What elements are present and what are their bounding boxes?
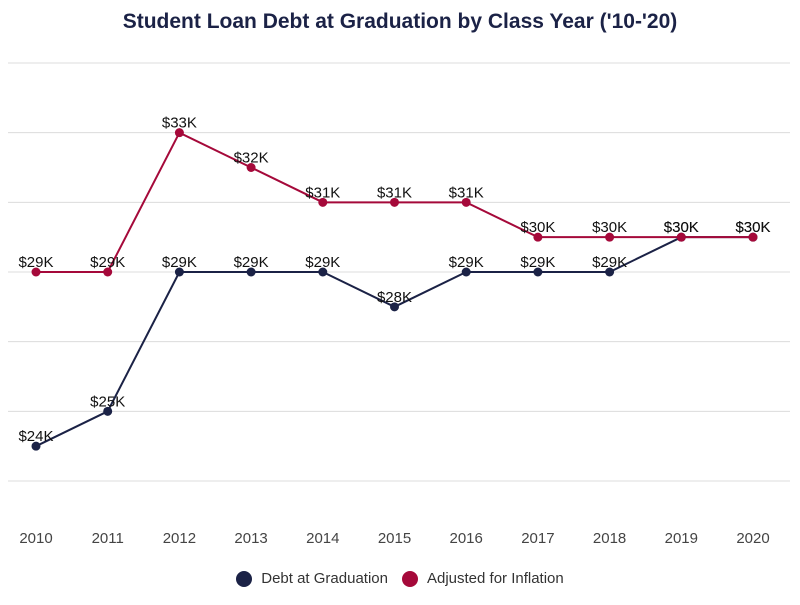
data-point (461, 267, 471, 277)
data-point (605, 232, 615, 242)
data-point (103, 267, 113, 277)
data-label: $33K (162, 115, 197, 132)
data-point (461, 197, 471, 207)
data-point (318, 267, 328, 277)
legend-label-inflation: Adjusted for Inflation (426, 570, 564, 587)
data-label: $31K (449, 184, 484, 201)
data-point (533, 267, 543, 277)
legend-swatch-inflation (401, 570, 418, 587)
legend-label-debt: Debt at Graduation (261, 570, 388, 587)
x-tick-label: 2019 (665, 530, 698, 547)
x-tick-label: 2017 (521, 530, 554, 547)
data-point (605, 267, 615, 277)
data-point (174, 128, 184, 138)
data-point (390, 197, 399, 207)
legend: Debt at Graduation Adjusted for Inflatio… (0, 570, 800, 587)
data-label: $30K (664, 219, 699, 236)
x-tick-label: 2012 (163, 530, 196, 547)
x-tick-label: 2013 (234, 530, 267, 547)
data-point (390, 302, 399, 312)
data-label: $24K (18, 428, 53, 445)
data-label: $30K (735, 219, 770, 236)
data-label: $30K (520, 219, 555, 236)
data-point (748, 232, 758, 242)
x-tick-label: 2018 (593, 530, 626, 547)
data-point (676, 232, 686, 242)
legend-item-inflation[interactable]: Adjusted for Inflation (401, 570, 564, 587)
data-label: $30K (592, 219, 627, 236)
data-point (246, 163, 256, 172)
data-point (533, 232, 543, 242)
data-point (174, 267, 184, 277)
data-label: $28K (377, 289, 412, 306)
x-tick-label: 2015 (378, 530, 411, 547)
legend-item-debt[interactable]: Debt at Graduation (236, 570, 388, 587)
chart-title: Student Loan Debt at Graduation by Class… (122, 10, 678, 33)
legend-swatch-debt (236, 570, 253, 587)
data-label: $29K (234, 254, 269, 271)
data-label: $31K (377, 184, 412, 201)
data-label: $29K (305, 254, 340, 271)
data-label: $29K (162, 254, 197, 271)
data-label: $32K (234, 150, 269, 167)
data-point (318, 197, 328, 207)
data-label: $31K (305, 184, 340, 201)
data-label: $29K (90, 254, 125, 271)
x-tick-label: 2010 (19, 530, 52, 547)
data-label: $29K (592, 254, 627, 271)
x-tick-label: 2020 (736, 530, 769, 547)
x-tick-label: 2016 (450, 530, 483, 547)
data-label: $29K (520, 254, 555, 271)
data-point (31, 441, 41, 451)
data-label: $29K (18, 254, 53, 271)
data-label: $30K (735, 219, 770, 236)
data-label: $25K (90, 393, 125, 410)
x-tick-label: 2011 (92, 530, 124, 547)
x-tick-label: 2014 (306, 530, 339, 547)
data-label: $30K (664, 219, 699, 236)
data-point (103, 406, 113, 416)
data-point (246, 267, 256, 277)
data-label: $29K (449, 254, 484, 271)
data-point (31, 267, 41, 277)
